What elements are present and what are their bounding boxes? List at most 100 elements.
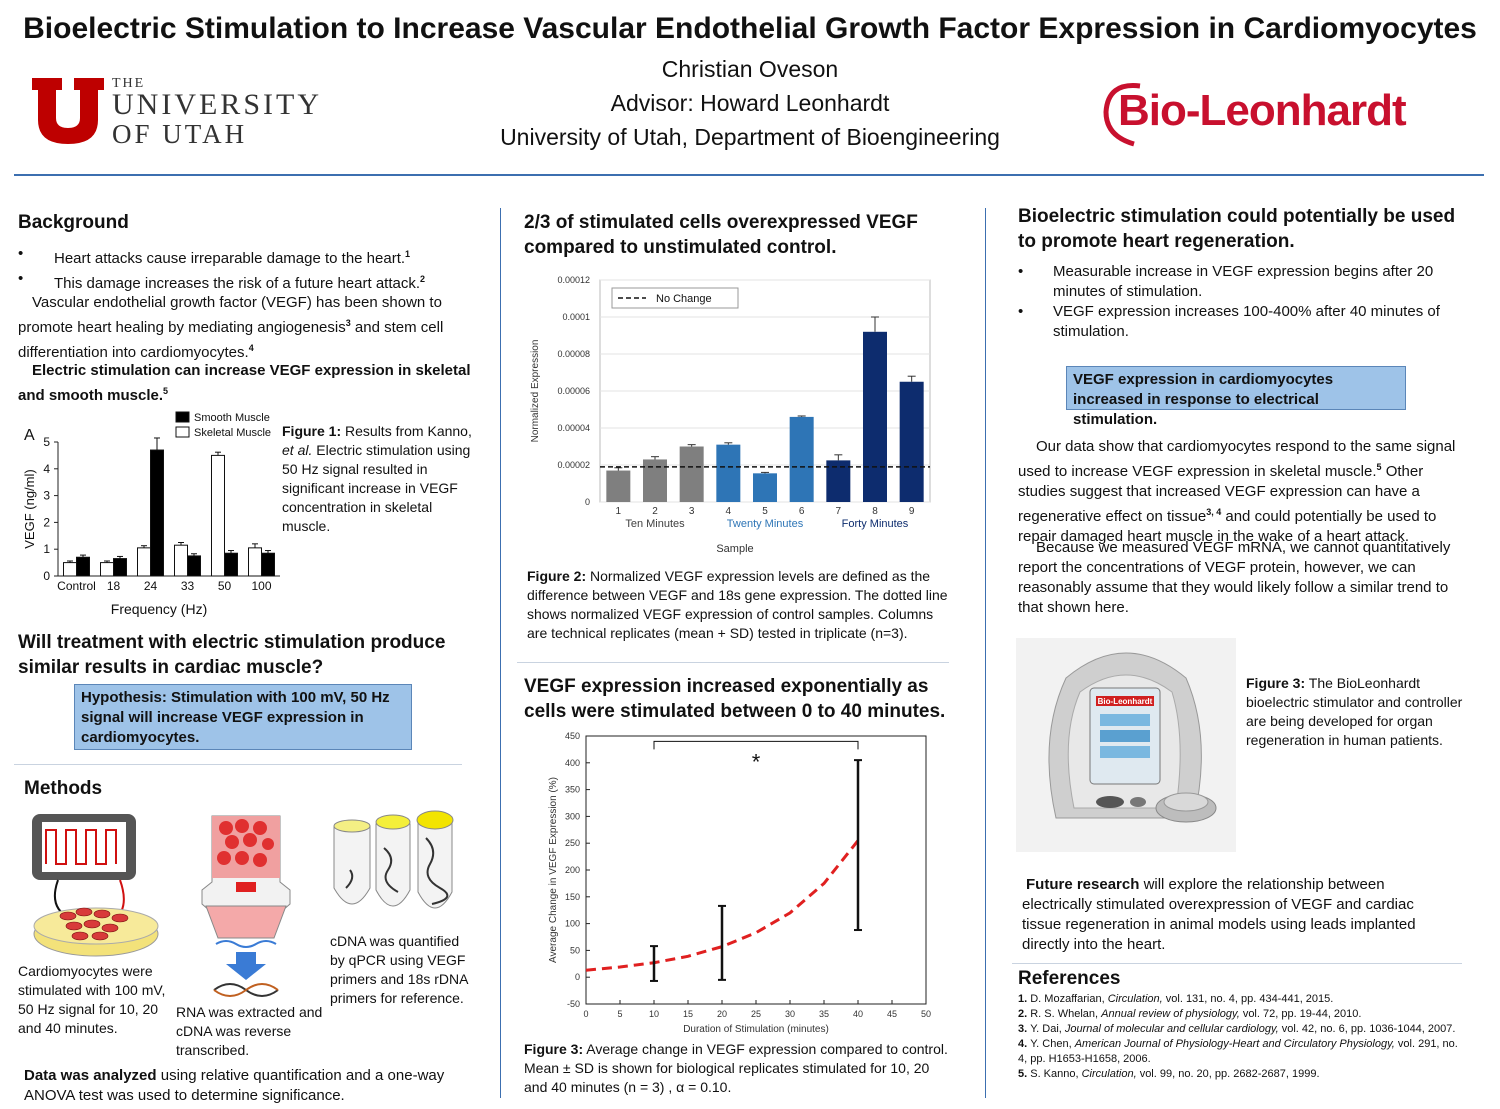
hypothesis-box: Hypothesis: Stimulation with 100 mV, 50 … <box>74 684 412 750</box>
expression-bar <box>753 473 777 502</box>
analysis-bold: Data was analyzed <box>24 1067 157 1084</box>
legend-swatch <box>175 426 190 438</box>
y-tick-label: 350 <box>565 785 580 795</box>
y-tick-label: 450 <box>565 731 580 741</box>
conclusion-box: VEGF expression in cardiomyocytes increa… <box>1066 366 1406 428</box>
kanno-chart: A 0 1 2 3 4 5 VEGF (ng/ml) Frequency (Hz) Control… <box>22 411 280 617</box>
expression-bar <box>643 459 667 502</box>
x-tick-label: 4 <box>726 506 732 517</box>
expression-bar <box>716 444 741 502</box>
x-axis-label: Duration of Stimulation (minutes) <box>683 1024 829 1035</box>
advisor-name: Advisor: Howard Leonhardt <box>610 90 890 116</box>
y-axis-label: Average Change in VEGF Expression (%) <box>548 777 559 963</box>
bar-skeletal-muscle <box>100 562 114 577</box>
expression-bar <box>679 446 704 502</box>
analysis-text: Data was analyzed using relative quantif… <box>24 1066 484 1106</box>
bioleonhardt-wordmark: Bio-Leonhardt <box>1118 86 1407 135</box>
y-axis-label: VEGF (ng/ml) <box>22 469 37 548</box>
bullet-text: Heart attacks cause irreparable damage t… <box>54 250 406 267</box>
citation-sup: 2 <box>420 274 426 284</box>
y-tick-label: 0 <box>575 972 580 982</box>
x-tick-label: 3 <box>689 506 695 517</box>
rna-strand-icon <box>215 940 277 948</box>
bullet-text: VEGF expression increases 100-400% after… <box>1053 303 1440 340</box>
reference-item: 3. Y. Dai, Journal of molecular and cell… <box>1018 1023 1456 1035</box>
header-divider <box>14 174 1484 176</box>
x-tick-label: 10 <box>649 1009 659 1019</box>
caption-text: Results from Kanno, <box>345 423 472 439</box>
x-tick-label: 6 <box>799 506 805 517</box>
bar-skeletal-muscle <box>137 547 151 577</box>
group-label: Forty Minutes <box>842 518 909 530</box>
x-tick-label: 5 <box>617 1009 622 1019</box>
bullet-item: • This damage increases the risk of a fu… <box>18 270 426 292</box>
bioleonhardt-device-photo: Bio-Leonhardt <box>1016 638 1236 852</box>
y-tick-label: 150 <box>565 892 580 902</box>
method-step-1: Cardiomyocytes were stimulated with 100 … <box>18 963 166 1036</box>
question-heading: Will treatment with electric stimulation… <box>18 632 446 678</box>
x-tick-label: 40 <box>853 1009 863 1019</box>
x-tick-label: 2 <box>652 506 658 517</box>
expression-bar <box>826 460 851 502</box>
y-tick-label: 4 <box>43 462 50 476</box>
y-tick-label: 400 <box>565 758 580 768</box>
y-tick-label: 3 <box>43 489 50 503</box>
y-tick-label: 0.00012 <box>557 275 590 285</box>
conclusion-bullets: • Measurable increase in VEGF expression … <box>1018 262 1458 342</box>
citation-sup: 5 <box>1376 462 1382 472</box>
normalized-expression-chart: 0 0.00002 0.00004 0.00006 0.00008 0.0001 0.000… <box>520 270 940 560</box>
vegf-paragraph: Vascular endothelial growth factor (VEGF… <box>18 293 488 363</box>
bar-skeletal-muscle <box>248 547 262 577</box>
x-tick-label: 8 <box>872 506 878 517</box>
y-tick-label: 250 <box>565 838 580 848</box>
author-name: Christian Oveson <box>661 56 839 82</box>
legend-label: Skeletal Muscle <box>194 427 271 439</box>
citation-sup: 4 <box>248 343 254 353</box>
result2-heading: VEGF expression increased exponentially … <box>524 676 946 722</box>
logo-line2: OF UTAH <box>112 119 248 149</box>
figure2-caption: Figure 2: Normalized VEGF expression lev… <box>527 567 955 643</box>
bullet-item: • Heart attacks cause irreparable damage… <box>18 245 411 267</box>
x-tick-label: 45 <box>887 1009 897 1019</box>
x-tick-label: 7 <box>836 506 842 517</box>
x-tick-label: 0 <box>583 1009 588 1019</box>
logo-the: THE <box>112 76 146 91</box>
legend-label: No Change <box>656 293 712 305</box>
bar-smooth-muscle <box>113 558 127 577</box>
x-tick-label: 50 <box>921 1009 931 1019</box>
panel-label: A <box>24 427 35 444</box>
method-step-3: cDNA was quantified by qPCR using VEGF p… <box>330 933 468 1006</box>
y-tick-label: 0.0001 <box>562 312 590 322</box>
discussion-paragraph-1: Our data show that cardiomyocytes respon… <box>1018 437 1458 547</box>
exponential-fit-line <box>585 839 860 972</box>
square-wave-icon <box>45 829 117 865</box>
rna-extraction-illustration <box>201 815 291 997</box>
references-list: 1. D. Mozaffarian, Circulation, vol. 131… <box>1018 992 1468 1082</box>
caption-label: Figure 3: <box>1246 675 1306 691</box>
legend-label: Smooth Muscle <box>194 412 270 424</box>
y-tick-label: 5 <box>43 435 50 449</box>
x-tick-label: 30 <box>785 1009 795 1019</box>
y-tick-label: -50 <box>567 999 580 1009</box>
bar-skeletal-muscle <box>211 454 225 577</box>
arrow-down-icon <box>226 952 266 980</box>
future-research-text: Future research will explore the relatio… <box>1022 875 1442 955</box>
y-tick-label: 0.00008 <box>557 349 590 359</box>
paragraph-text: Our data show that cardiomyocytes respon… <box>1018 438 1456 480</box>
caption-text: Average change in VEGF expression compar… <box>524 1041 948 1095</box>
pcr-tube-icon <box>333 819 371 905</box>
significance-star: * <box>752 749 761 774</box>
reference-item: 5. S. Kanno, Circulation, vol. 99, no. 2… <box>1018 1068 1320 1080</box>
discussion-paragraph-2: Because we measured VEGF mRNA, we cannot… <box>1018 539 1451 616</box>
figure1-caption: Figure 1: Results from Kanno, et al. Ele… <box>282 422 482 536</box>
y-tick-label: 0 <box>585 497 590 507</box>
x-tick-label: Control <box>57 579 96 593</box>
caption-text: Normalized VEGF expression levels are de… <box>527 568 948 641</box>
y-tick-label: 0 <box>43 569 50 583</box>
caption-text: The BioLeonhardt bioelectric stimulator … <box>1246 675 1463 748</box>
x-tick-label: 100 <box>251 579 271 593</box>
citation-sup: 3 <box>345 318 351 328</box>
caption-italic: et al. <box>282 442 313 458</box>
bar-skeletal-muscle <box>174 544 188 577</box>
reference-item: 1. D. Mozaffarian, Circulation, vol. 131… <box>1018 993 1334 1005</box>
